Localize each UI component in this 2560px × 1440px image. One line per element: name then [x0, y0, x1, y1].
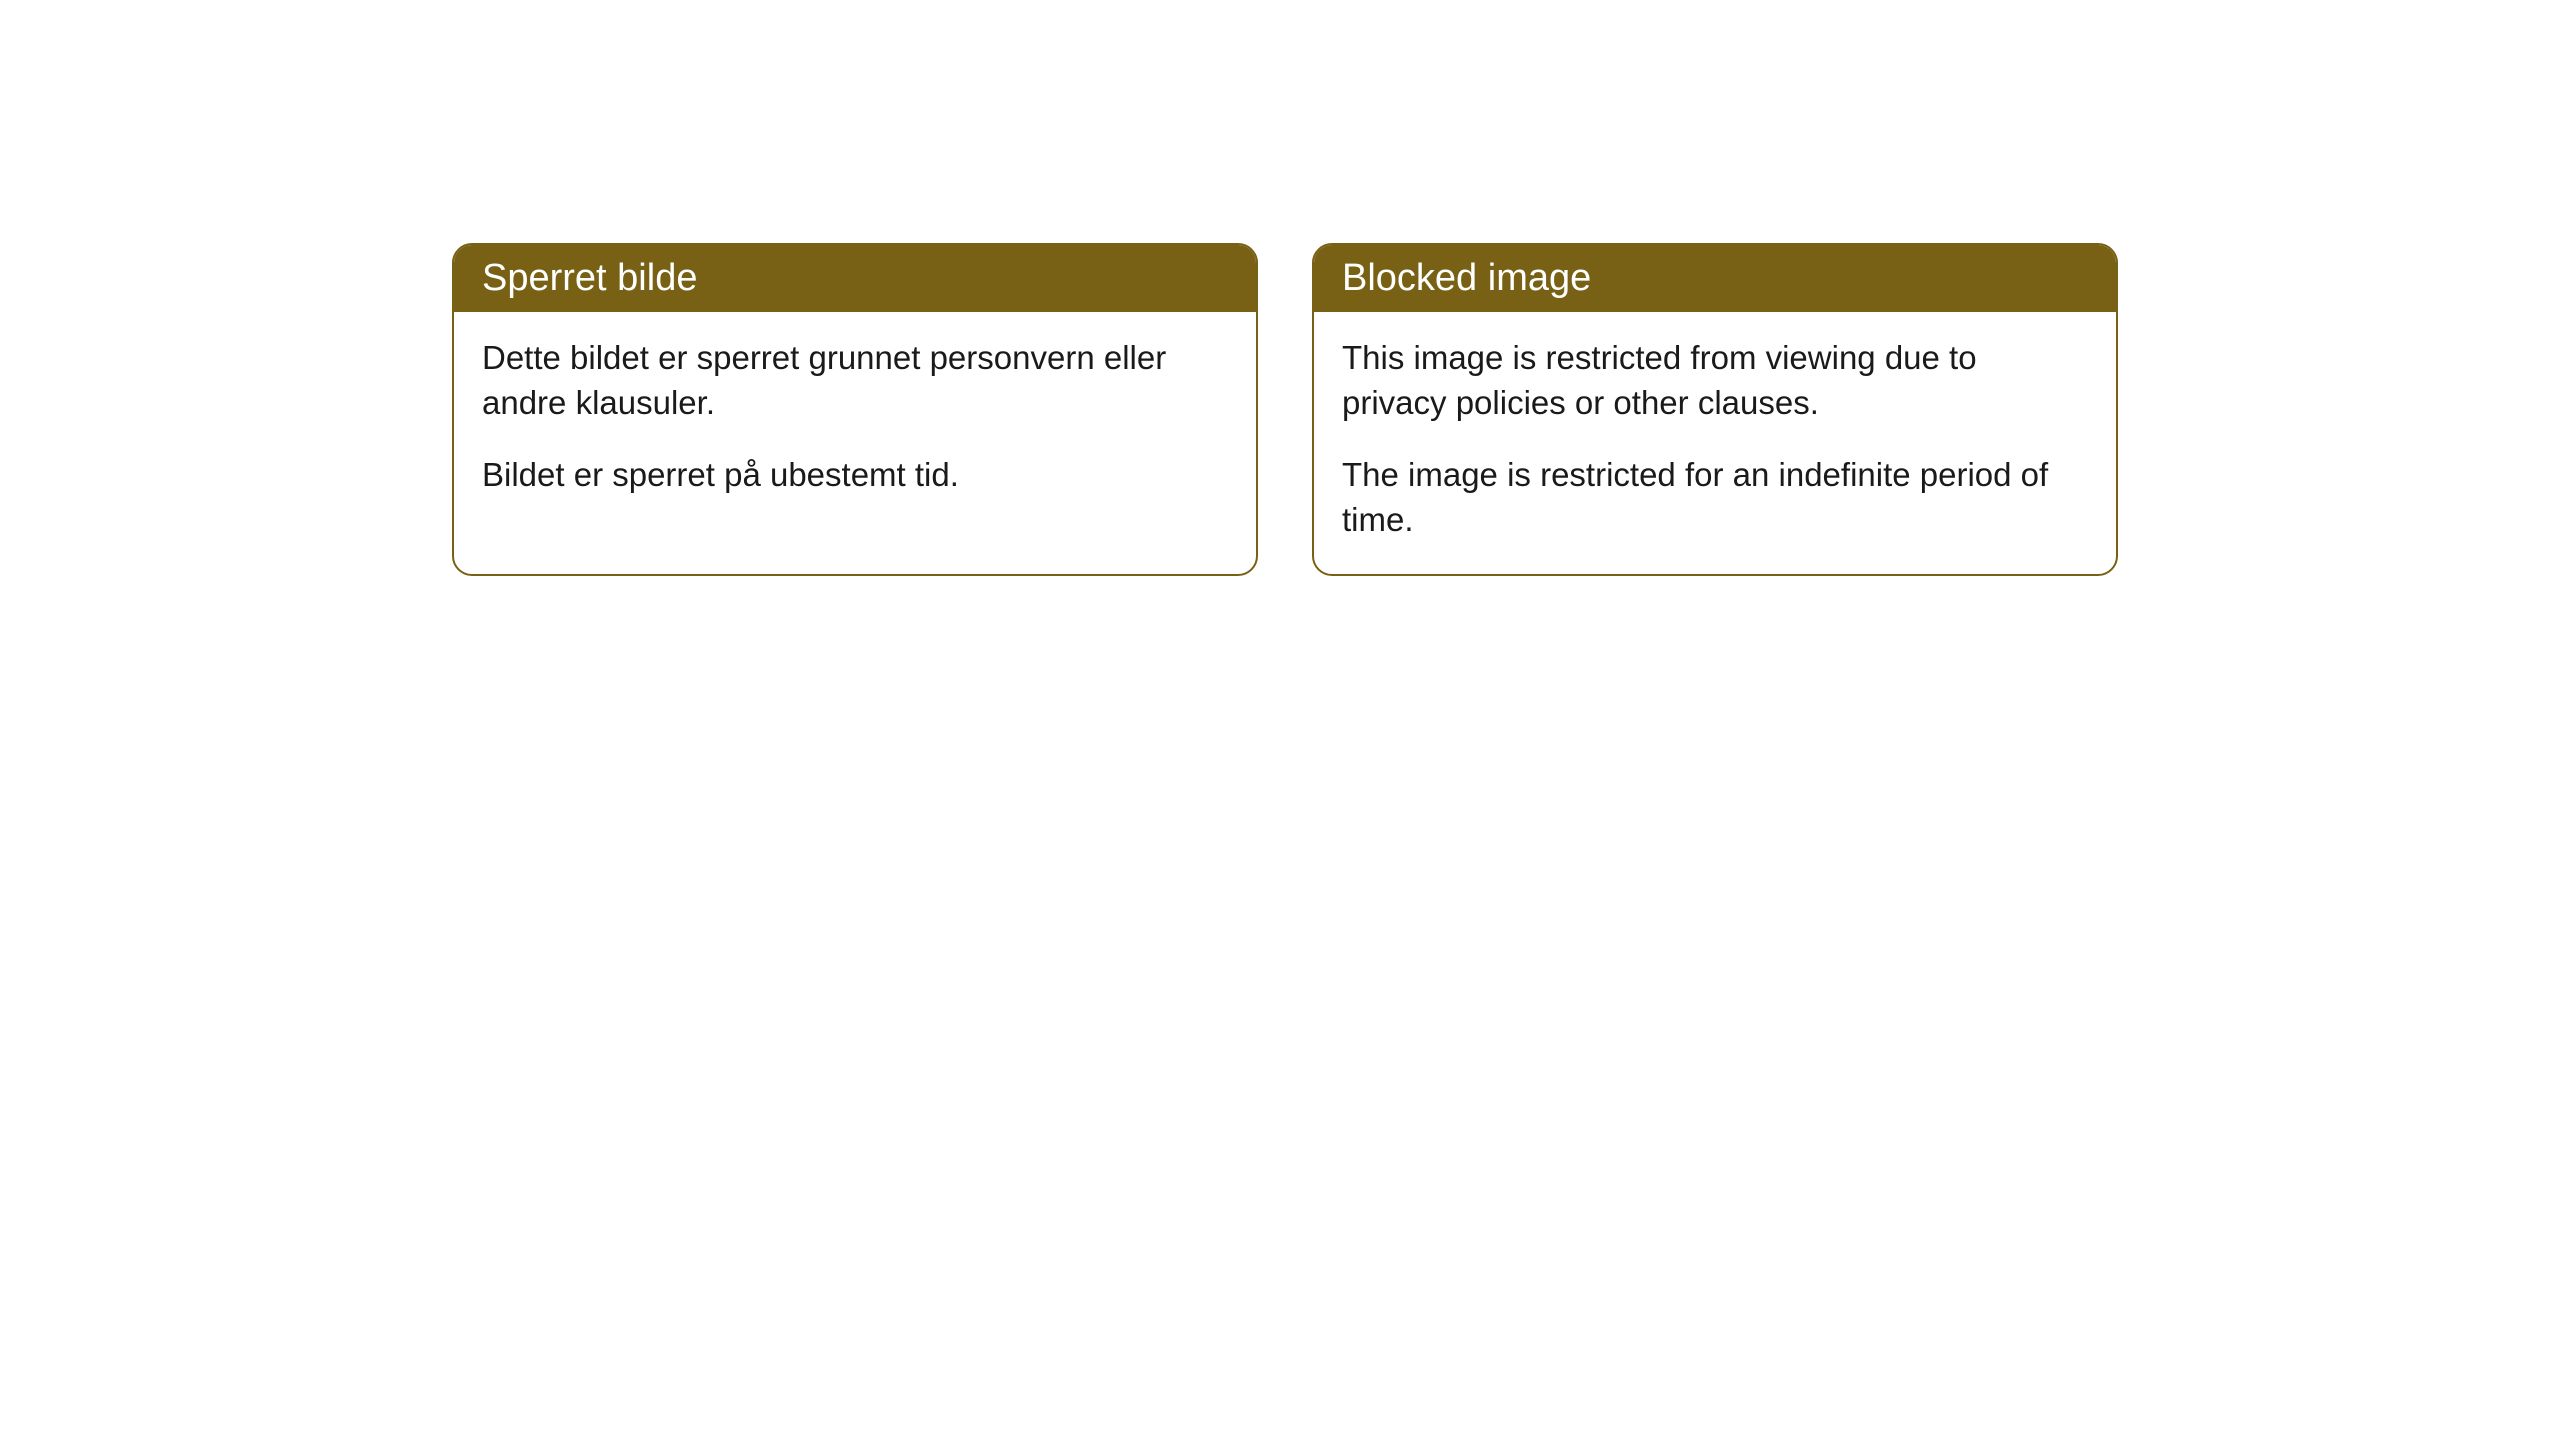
card-body: This image is restricted from viewing du… [1314, 312, 2116, 574]
card-paragraph: Dette bildet er sperret grunnet personve… [482, 336, 1228, 425]
card-paragraph: This image is restricted from viewing du… [1342, 336, 2088, 425]
notice-cards-container: Sperret bilde Dette bildet er sperret gr… [452, 243, 2118, 576]
card-body: Dette bildet er sperret grunnet personve… [454, 312, 1256, 530]
notice-card-english: Blocked image This image is restricted f… [1312, 243, 2118, 576]
card-header: Sperret bilde [454, 245, 1256, 312]
card-header: Blocked image [1314, 245, 2116, 312]
card-paragraph: The image is restricted for an indefinit… [1342, 453, 2088, 542]
card-paragraph: Bildet er sperret på ubestemt tid. [482, 453, 1228, 498]
notice-card-norwegian: Sperret bilde Dette bildet er sperret gr… [452, 243, 1258, 576]
